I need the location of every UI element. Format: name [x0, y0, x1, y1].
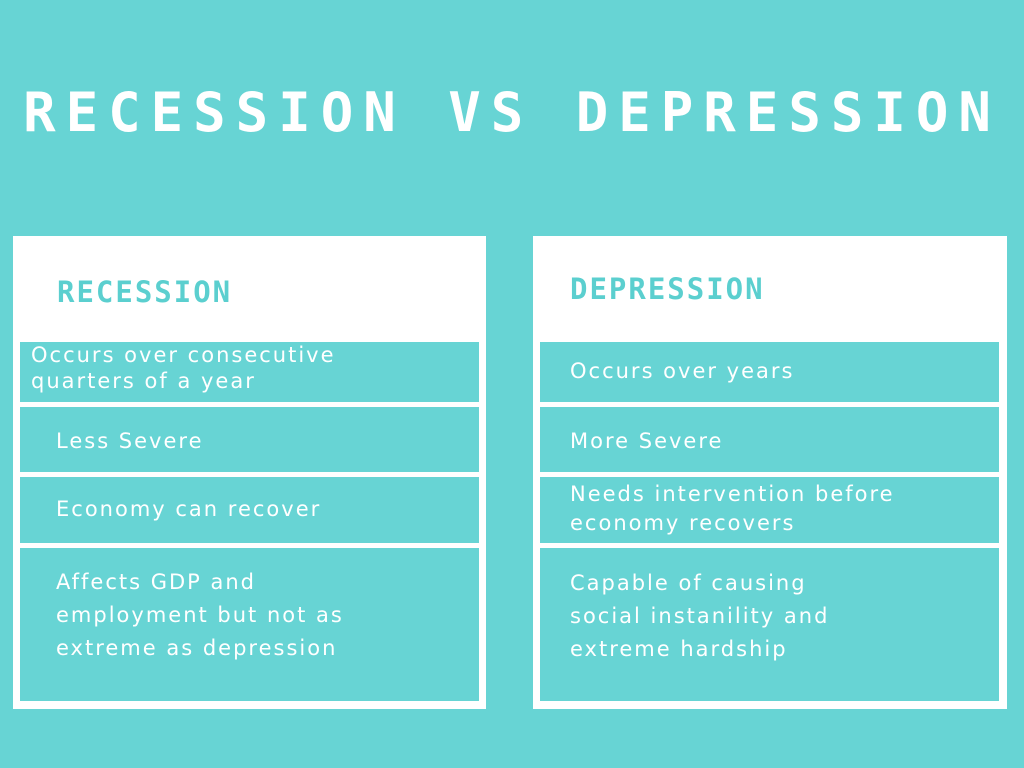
recession-row-1-line-2: quarters of a year [31, 369, 256, 393]
depression-card: DEPRESSION Occurs over years More Severe… [533, 236, 1007, 709]
recession-row-4: Affects GDP and employment but not as ex… [20, 548, 479, 701]
page-title: RECESSION VS DEPRESSION [23, 81, 1001, 144]
recession-row-1-line-1: Occurs over consecutive [31, 343, 336, 367]
recession-row-4-line-3: extreme as depression [56, 636, 338, 660]
recession-row-3-line-1: Economy can recover [56, 497, 322, 521]
recession-row-1: Occurs over consecutive quarters of a ye… [20, 342, 479, 402]
recession-card: RECESSION Occurs over consecutive quarte… [13, 236, 486, 709]
depression-row-3-line-1: Needs intervention before [570, 482, 895, 506]
depression-row-2-line-1: More Severe [570, 429, 724, 453]
recession-row-4-line-2: employment but not as [56, 603, 344, 627]
recession-row-2-line-1: Less Severe [56, 429, 204, 453]
depression-row-3: Needs intervention before economy recove… [540, 477, 999, 543]
recession-row-4-line-1: Affects GDP and [56, 570, 257, 594]
depression-row-4-line-2: social instanility and [570, 604, 830, 628]
depression-row-3-line-2: economy recovers [570, 511, 796, 535]
depression-row-4-line-3: extreme hardship [570, 637, 788, 661]
recession-heading: RECESSION [57, 275, 233, 309]
recession-row-2: Less Severe [20, 407, 479, 472]
depression-row-2: More Severe [540, 407, 999, 472]
depression-row-4: Capable of causing social instanility an… [540, 548, 999, 701]
depression-row-1-line-1: Occurs over years [570, 359, 795, 383]
recession-row-3: Economy can recover [20, 477, 479, 543]
depression-row-1: Occurs over years [540, 342, 999, 402]
depression-row-4-line-1: Capable of causing [570, 571, 807, 595]
depression-heading: DEPRESSION [570, 272, 765, 306]
